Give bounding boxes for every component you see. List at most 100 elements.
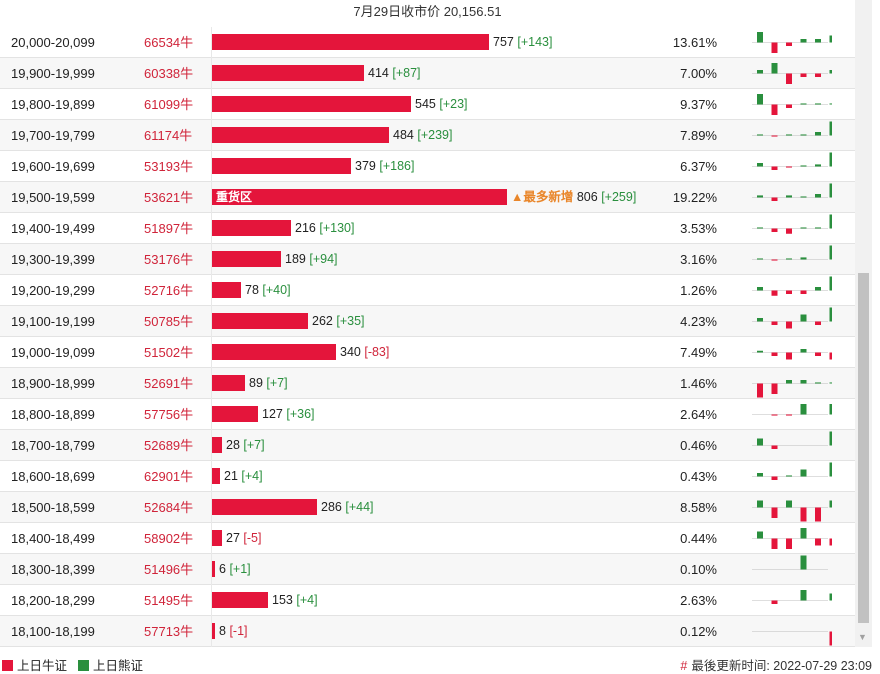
bull-warrant-count[interactable]: 51502牛: [144, 345, 194, 360]
price-range: 18,200-18,299: [11, 593, 95, 608]
sparkline-bar: [771, 104, 778, 115]
sparkline-bar: [771, 290, 778, 296]
volume-value: 484 [+239]: [393, 120, 452, 151]
sparkline-chart: [752, 631, 832, 646]
scrollbar-thumb[interactable]: [858, 273, 869, 623]
column-divider: [211, 585, 212, 616]
sparkline-bar: [829, 35, 832, 43]
volume-number: 545: [415, 97, 436, 111]
percentage: 0.12%: [680, 624, 717, 639]
bull-warrant-count[interactable]: 61174牛: [144, 128, 193, 143]
bull-warrant-count[interactable]: 57713牛: [144, 624, 194, 639]
bull-warrant-count[interactable]: 58902牛: [144, 531, 194, 546]
sparkline-bar: [757, 163, 763, 167]
table-row: 19,100-19,199 50785牛 262 [+35] 4.23%: [0, 306, 855, 337]
sparkline-chart: [752, 32, 832, 53]
percentage: 19.22%: [672, 190, 717, 205]
bull-warrant-count[interactable]: 52684牛: [144, 500, 194, 515]
percentage: 0.46%: [680, 438, 717, 453]
volume-number: 262: [312, 314, 333, 328]
price-range: 20,000-20,099: [11, 35, 95, 50]
percentage: 2.63%: [680, 593, 717, 608]
column-divider: [211, 306, 212, 337]
sparkline-bar: [757, 258, 763, 260]
price-range: 19,600-19,699: [11, 159, 95, 174]
sparkline-chart: [752, 276, 832, 296]
volume-number: 8: [219, 624, 226, 638]
sparkline-bar: [771, 538, 778, 549]
sparkline-chart: [752, 245, 832, 261]
sparkline-bar: [771, 166, 778, 170]
table-row: 18,100-18,199 57713牛 8 [-1] 0.12%: [0, 616, 855, 647]
sparkline-bar: [829, 538, 832, 546]
bull-warrant-count[interactable]: 60338牛: [144, 66, 194, 81]
volume-change: [+35]: [336, 314, 365, 328]
bull-warrant-count[interactable]: 62901牛: [144, 469, 194, 484]
bull-warrant-count[interactable]: 53193牛: [144, 159, 194, 174]
bull-warrant-count[interactable]: 53176牛: [144, 252, 194, 267]
price-range: 19,300-19,399: [11, 252, 95, 267]
scroll-down-arrow-icon[interactable]: ▼: [858, 632, 867, 642]
bull-warrant-count[interactable]: 52691牛: [144, 376, 194, 391]
percentage: 3.16%: [680, 252, 717, 267]
sparkline-chart: [752, 121, 832, 137]
volume-bar: [212, 282, 241, 298]
volume-change: [+239]: [417, 128, 453, 142]
bull-warrant-count[interactable]: 52689牛: [144, 438, 194, 453]
volume-bar: [212, 251, 281, 267]
sparkline-bar: [771, 507, 778, 518]
sparkline-bar: [757, 531, 763, 539]
column-divider: [211, 275, 212, 306]
table-row: 19,200-19,299 52716牛 78 [+40] 1.26%: [0, 275, 855, 306]
volume-bar: [212, 406, 258, 422]
volume-number: 757: [493, 35, 514, 49]
price-range: 18,100-18,199: [11, 624, 95, 639]
table-row: 18,200-18,299 51495牛 153 [+4] 2.63%: [0, 585, 855, 616]
column-divider: [211, 523, 212, 554]
volume-value: 340 [-83]: [340, 337, 389, 368]
sparkline-bar: [829, 631, 832, 646]
volume-number: 21: [224, 469, 238, 483]
sparkline-bar: [800, 103, 807, 105]
column-divider: [211, 27, 212, 58]
bull-warrant-count[interactable]: 51495牛: [144, 593, 194, 608]
legend-bull-label: 上日牛证: [17, 659, 68, 673]
volume-value: ▲最多新增 806 [+259]: [511, 182, 636, 213]
bull-warrant-count[interactable]: 52716牛: [144, 283, 194, 298]
bull-warrant-count[interactable]: 61099牛: [144, 97, 194, 112]
volume-value: 127 [+36]: [262, 399, 315, 430]
price-range: 19,200-19,299: [11, 283, 95, 298]
sparkline-bar: [757, 227, 763, 229]
volume-change: [+186]: [379, 159, 415, 173]
volume-value: 189 [+94]: [285, 244, 338, 275]
price-range: 18,500-18,599: [11, 500, 95, 515]
sparkline-bar: [829, 382, 832, 384]
volume-number: 189: [285, 252, 306, 266]
bull-warrant-count[interactable]: 50785牛: [144, 314, 194, 329]
sparkline-bar: [771, 352, 778, 356]
sparkline-bar: [757, 438, 763, 446]
column-divider: [211, 461, 212, 492]
volume-number: 28: [226, 438, 240, 452]
sparkline-bar: [829, 500, 832, 508]
bull-warrant-count[interactable]: 53621牛: [144, 190, 194, 205]
sparkline-bar: [757, 287, 763, 291]
sparkline-bar: [815, 382, 821, 384]
sparkline-bar: [800, 165, 807, 167]
table-row: 18,300-18,399 51496牛 6 [+1] 0.10%: [0, 554, 855, 585]
sparkline-bar: [800, 349, 807, 353]
sparkline-bar: [829, 276, 832, 291]
sparkline-bar: [829, 70, 832, 74]
sparkline-chart: [752, 462, 832, 480]
sparkline-bar: [771, 476, 778, 480]
bull-warrant-count[interactable]: 51897牛: [144, 221, 194, 236]
bull-warrant-count[interactable]: 51496牛: [144, 562, 194, 577]
sparkline-bar: [800, 590, 807, 601]
bull-warrant-count[interactable]: 66534牛: [144, 35, 194, 50]
sparkline-bar: [829, 431, 832, 446]
volume-bar: [212, 158, 351, 174]
table-row: 19,600-19,699 53193牛 379 [+186] 6.37%: [0, 151, 855, 182]
sparkline-bar: [800, 39, 807, 43]
bull-warrant-count[interactable]: 57756牛: [144, 407, 194, 422]
sparkline-bar: [815, 321, 821, 325]
